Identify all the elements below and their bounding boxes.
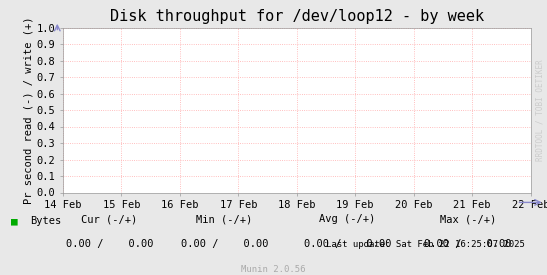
Text: Bytes: Bytes: [30, 216, 61, 226]
Text: 0.00 /    0.00: 0.00 / 0.00: [304, 239, 391, 249]
Text: 0.00 /    0.00: 0.00 / 0.00: [424, 239, 511, 249]
Text: Min (-/+): Min (-/+): [196, 214, 252, 224]
Text: ■: ■: [11, 216, 18, 226]
Y-axis label: Pr second read (-) / write (+): Pr second read (-) / write (+): [24, 16, 34, 204]
Title: Disk throughput for /dev/loop12 - by week: Disk throughput for /dev/loop12 - by wee…: [110, 9, 484, 24]
Text: 0.00 /    0.00: 0.00 / 0.00: [66, 239, 153, 249]
Text: Last update: Sat Feb 22 16:25:07 2025: Last update: Sat Feb 22 16:25:07 2025: [326, 240, 525, 249]
Text: Munin 2.0.56: Munin 2.0.56: [241, 265, 306, 274]
Text: 0.00 /    0.00: 0.00 / 0.00: [181, 239, 268, 249]
Text: RRDTOOL / TOBI OETIKER: RRDTOOL / TOBI OETIKER: [536, 59, 544, 161]
Text: Max (-/+): Max (-/+): [440, 214, 496, 224]
Text: Cur (-/+): Cur (-/+): [82, 214, 137, 224]
Text: Avg (-/+): Avg (-/+): [319, 214, 375, 224]
